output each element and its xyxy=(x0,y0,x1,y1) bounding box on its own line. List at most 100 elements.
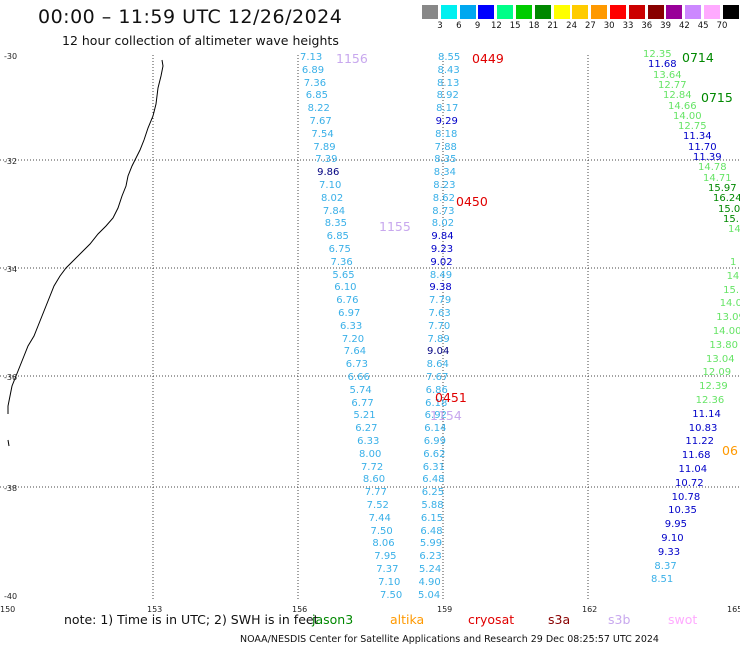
wave-height-value: 7.89 xyxy=(427,333,450,345)
legend-label: 42 xyxy=(678,21,690,31)
wave-height-value: 8.18 xyxy=(435,128,458,140)
longitude-label: 150 xyxy=(0,605,15,614)
wave-height-value: 14.0 xyxy=(719,298,740,310)
legend-label: 70 xyxy=(716,21,728,31)
wave-height-value: 8.49 xyxy=(429,269,453,281)
wave-height-value: 13.04 xyxy=(705,353,735,365)
wave-height-value: 8.35 xyxy=(434,154,457,166)
legend-swatch xyxy=(534,5,551,19)
wave-height-value: 12.09 xyxy=(702,367,732,379)
wave-height-value: 12.36 xyxy=(695,395,725,406)
longitude-label: 159 xyxy=(437,605,452,614)
wave-height-value: 6.85 xyxy=(326,231,349,243)
wave-height-value: 7.84 xyxy=(322,205,346,217)
legend-swatch xyxy=(553,5,570,19)
latitude-label: -30 xyxy=(4,52,17,61)
satellite-name: s3b xyxy=(608,612,631,627)
wave-height-value: 12.84 xyxy=(663,90,692,102)
legend-swatch xyxy=(628,5,645,19)
wave-height-value: 9.29 xyxy=(435,116,458,127)
wave-height-value: 8.60 xyxy=(362,474,386,486)
map-subtitle: 12 hour collection of altimeter wave hei… xyxy=(62,33,339,48)
wave-height-value: 14.00 xyxy=(673,110,702,122)
map-title: 00:00 – 11:59 UTC 12/26/2024 xyxy=(38,6,343,28)
legend-label: 27 xyxy=(584,21,596,31)
wave-height-value: 7.95 xyxy=(374,551,397,563)
latitude-label: -34 xyxy=(4,265,17,274)
legend-swatch xyxy=(516,5,532,19)
legend-label: 45 xyxy=(697,21,709,31)
legend-swatch xyxy=(722,5,739,19)
wave-height-value: 7.64 xyxy=(343,346,367,358)
wave-height-value: 6.76 xyxy=(336,295,359,307)
wave-height-value: 9.86 xyxy=(317,167,340,179)
legend-swatch xyxy=(704,5,720,19)
wave-height-value: 7.44 xyxy=(368,512,391,524)
wave-height-value: 10.72 xyxy=(675,477,704,489)
wave-height-value: 6.33 xyxy=(357,436,380,447)
wave-height-value: 8.00 xyxy=(359,448,382,460)
wave-height-value: 5.21 xyxy=(353,410,376,422)
wave-height-value: 7.70 xyxy=(428,320,451,332)
legend-swatch xyxy=(610,5,626,19)
wave-height-value: 8.34 xyxy=(433,167,456,179)
legend-swatch xyxy=(647,5,664,19)
legend-swatch xyxy=(422,5,438,19)
satellite-name: s3a xyxy=(548,612,571,627)
wave-height-value: 11.68 xyxy=(648,59,677,71)
wave-height-value: 8.51 xyxy=(651,574,674,586)
wave-height-value: 6.31 xyxy=(422,461,446,473)
wave-height-value: 7.79 xyxy=(428,295,452,307)
wave-height-value: 9.02 xyxy=(430,256,453,268)
wave-height-value: 6.62 xyxy=(423,448,446,460)
pass-time-label: 1154 xyxy=(430,408,462,423)
wave-height-value: 7.36 xyxy=(330,256,353,268)
wave-height-value: 6.66 xyxy=(347,372,370,383)
wave-height-value: 5.99 xyxy=(419,538,443,550)
wave-height-value: 12.35 xyxy=(643,49,672,60)
wave-height-value: 9.33 xyxy=(657,546,681,558)
wave-height-value: 7.89 xyxy=(313,141,336,153)
map-grid xyxy=(0,55,740,600)
wave-height-value: 11.22 xyxy=(685,436,714,448)
wave-height-value: 11.04 xyxy=(678,464,708,475)
legend-swatch xyxy=(478,5,495,19)
wave-height-value: 5.88 xyxy=(421,500,444,511)
pass-time-label: 1156 xyxy=(336,51,368,66)
wave-height-value: 5.04 xyxy=(418,589,441,601)
wave-height-value: 11.34 xyxy=(683,131,712,143)
wave-height-value: 1 xyxy=(730,257,737,268)
satellite-name: swot xyxy=(668,612,698,627)
wave-height-value: 11.68 xyxy=(681,450,711,462)
wave-height-value: 16.24 xyxy=(713,193,740,205)
wave-height-value: 10.78 xyxy=(671,491,701,503)
wave-height-value: 6.14 xyxy=(424,423,447,435)
legend-label: 12 xyxy=(490,21,502,31)
wave-height-value: 7.77 xyxy=(364,487,388,499)
wave-height-value: 6.48 xyxy=(422,474,445,486)
legend-label: 3 xyxy=(437,21,443,31)
satellite-name: altika xyxy=(390,612,425,627)
wave-height-value: 14.71 xyxy=(703,172,732,184)
wave-height-value: 8.92 xyxy=(436,90,459,102)
longitude-label: 165 xyxy=(727,605,740,614)
footer-credit: NOAA/NESDIS Center for Satellite Applica… xyxy=(240,634,659,645)
wave-height-value: 8.02 xyxy=(320,192,344,204)
wave-height-value: 12.39 xyxy=(699,381,728,393)
wave-height-value: 6.89 xyxy=(301,64,325,76)
wave-height-value: 8.55 xyxy=(438,52,461,63)
wave-height-value: 9.04 xyxy=(427,346,450,358)
wave-height-value: 7.20 xyxy=(341,333,365,345)
wave-height-value: 15. xyxy=(723,284,740,296)
legend-swatch xyxy=(666,5,683,19)
wave-height-value: 6.27 xyxy=(355,423,378,435)
wave-height-value: 7.67 xyxy=(309,116,332,127)
wave-height-value: 6.75 xyxy=(328,244,351,255)
wave-height-value: 8.62 xyxy=(432,192,456,204)
wave-height-value: 6.92 xyxy=(424,410,447,422)
wave-height-value: 7.37 xyxy=(376,564,399,575)
satellite-name: cryosat xyxy=(468,612,515,627)
wave-height-value: 8.06 xyxy=(372,538,395,550)
wave-height-value: 8.23 xyxy=(433,180,456,191)
wave-height-value: 14.66 xyxy=(668,100,697,112)
